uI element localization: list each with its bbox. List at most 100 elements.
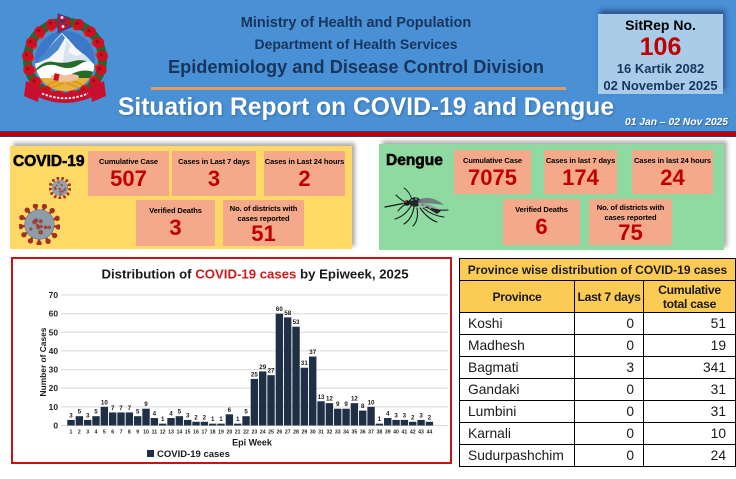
svg-text:36: 36	[360, 430, 366, 436]
svg-text:Number of Cases: Number of Cases	[38, 327, 48, 396]
svg-text:28: 28	[293, 430, 299, 436]
svg-text:4: 4	[386, 411, 390, 418]
svg-text:30: 30	[310, 430, 316, 436]
svg-text:18: 18	[210, 430, 216, 436]
svg-text:17: 17	[201, 430, 207, 436]
svg-text:40: 40	[393, 430, 399, 436]
svg-text:12: 12	[326, 396, 333, 403]
svg-text:35: 35	[351, 430, 357, 436]
svg-text:8: 8	[361, 403, 365, 410]
svg-text:2: 2	[411, 414, 415, 421]
svg-text:5: 5	[78, 409, 82, 416]
svg-text:10: 10	[143, 430, 149, 436]
svg-text:27: 27	[285, 430, 291, 436]
svg-text:31: 31	[301, 360, 308, 367]
svg-text:15: 15	[185, 430, 191, 436]
svg-text:COVID-19 cases: COVID-19 cases	[157, 449, 230, 460]
svg-text:1: 1	[211, 416, 215, 423]
svg-text:9: 9	[144, 401, 148, 408]
svg-text:29: 29	[301, 430, 307, 436]
svg-text:23: 23	[251, 430, 257, 436]
svg-text:1: 1	[236, 416, 240, 423]
svg-text:40: 40	[49, 346, 59, 356]
svg-text:2: 2	[203, 414, 207, 421]
svg-text:70: 70	[49, 290, 59, 300]
svg-text:7: 7	[111, 405, 115, 412]
svg-text:1: 1	[161, 416, 165, 423]
svg-text:12: 12	[160, 430, 166, 436]
svg-text:9: 9	[336, 401, 340, 408]
svg-text:58: 58	[284, 310, 291, 317]
svg-text:4: 4	[153, 411, 157, 418]
svg-text:3: 3	[186, 412, 190, 419]
svg-text:12: 12	[351, 396, 358, 403]
svg-text:2: 2	[78, 430, 81, 436]
svg-text:3: 3	[403, 412, 407, 419]
svg-text:25: 25	[251, 371, 258, 378]
svg-text:32: 32	[326, 430, 332, 436]
svg-text:Distribution of COVID-19 cases: Distribution of COVID-19 cases by Epiwee…	[101, 267, 408, 282]
svg-text:37: 37	[368, 430, 374, 436]
svg-text:Epi Week: Epi Week	[232, 438, 273, 448]
svg-text:5: 5	[136, 409, 140, 416]
svg-text:11: 11	[152, 430, 158, 436]
svg-text:53: 53	[293, 319, 300, 326]
svg-text:10: 10	[49, 402, 59, 412]
svg-text:7: 7	[119, 405, 123, 412]
svg-text:5: 5	[178, 409, 182, 416]
svg-text:7: 7	[128, 405, 132, 412]
svg-text:10: 10	[101, 399, 108, 406]
svg-text:21: 21	[235, 430, 241, 436]
svg-text:60: 60	[276, 306, 283, 313]
svg-text:29: 29	[259, 364, 266, 371]
svg-text:0: 0	[53, 421, 58, 431]
svg-text:5: 5	[94, 409, 98, 416]
svg-text:3: 3	[86, 412, 90, 419]
svg-text:50: 50	[49, 327, 59, 337]
svg-text:4: 4	[95, 430, 98, 436]
svg-text:38: 38	[377, 430, 383, 436]
svg-text:34: 34	[343, 430, 349, 436]
svg-text:7: 7	[120, 430, 123, 436]
svg-text:20: 20	[226, 430, 232, 436]
svg-text:41: 41	[402, 430, 408, 436]
svg-text:25: 25	[268, 430, 274, 436]
svg-text:13: 13	[168, 430, 174, 436]
svg-text:27: 27	[268, 368, 275, 375]
svg-text:8: 8	[128, 430, 131, 436]
svg-text:37: 37	[309, 349, 316, 356]
svg-text:14: 14	[176, 430, 182, 436]
svg-text:1: 1	[219, 416, 223, 423]
svg-text:2: 2	[194, 414, 198, 421]
svg-text:30: 30	[49, 365, 59, 375]
svg-text:16: 16	[193, 430, 199, 436]
svg-text:1: 1	[378, 416, 382, 423]
svg-text:4: 4	[169, 411, 173, 418]
svg-text:3: 3	[69, 412, 73, 419]
svg-text:3: 3	[86, 430, 89, 436]
svg-text:5: 5	[103, 430, 106, 436]
svg-text:9: 9	[136, 430, 139, 436]
svg-text:31: 31	[318, 430, 324, 436]
svg-text:33: 33	[335, 430, 341, 436]
svg-text:26: 26	[276, 430, 282, 436]
svg-text:6: 6	[228, 407, 232, 414]
svg-text:2: 2	[428, 414, 432, 421]
svg-text:60: 60	[49, 309, 59, 319]
svg-text:1: 1	[70, 430, 73, 436]
svg-text:5: 5	[244, 409, 248, 416]
svg-text:20: 20	[49, 383, 59, 393]
svg-text:24: 24	[260, 430, 266, 436]
svg-text:13: 13	[318, 394, 325, 401]
svg-text:43: 43	[418, 430, 424, 436]
svg-text:3: 3	[394, 412, 398, 419]
svg-text:44: 44	[427, 430, 433, 436]
svg-text:22: 22	[243, 430, 249, 436]
svg-text:10: 10	[368, 399, 375, 406]
svg-text:19: 19	[218, 430, 224, 436]
svg-text:39: 39	[385, 430, 391, 436]
svg-text:6: 6	[111, 430, 114, 436]
svg-text:3: 3	[419, 412, 423, 419]
svg-text:42: 42	[410, 430, 416, 436]
svg-text:9: 9	[344, 401, 348, 408]
